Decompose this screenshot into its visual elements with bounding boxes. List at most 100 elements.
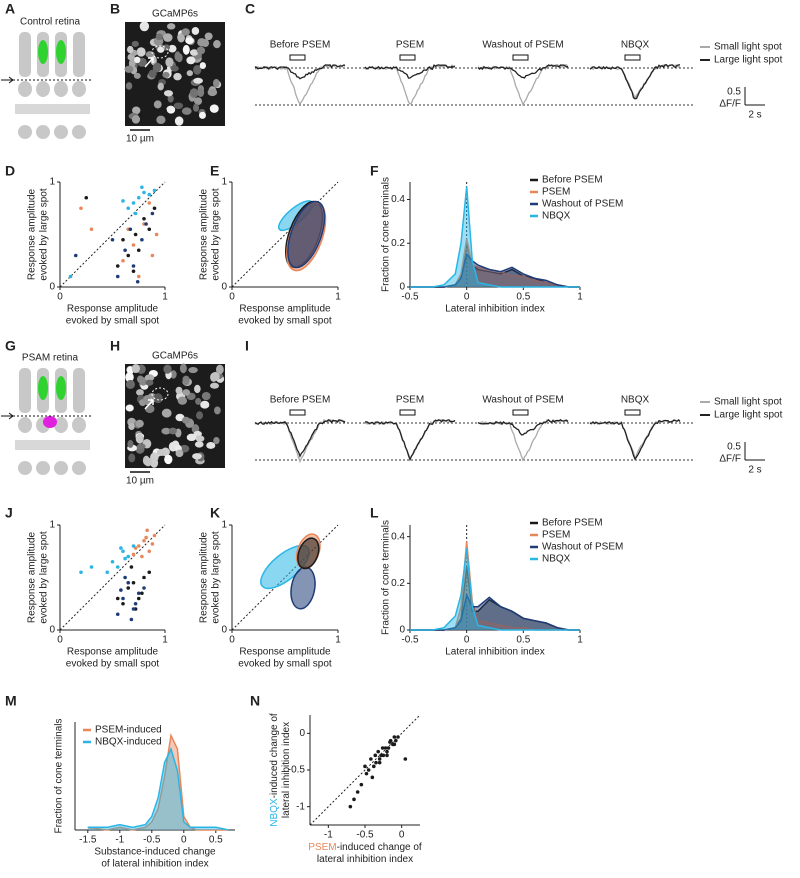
scatter-point (131, 269, 136, 274)
scatter-point (147, 570, 152, 575)
roi-arrow (144, 399, 154, 410)
x-tick-label: 1 (335, 292, 341, 303)
bipolar-cell (36, 125, 50, 139)
cell-blob (209, 104, 219, 113)
cell-blob (161, 427, 171, 435)
cell-blob (126, 45, 134, 54)
light-stimulus (289, 409, 306, 416)
x-tick-label: 1 (335, 635, 341, 646)
cell-blob (132, 106, 141, 115)
x-tick-label: 0 (464, 635, 470, 646)
scatter-point (147, 227, 152, 232)
bipolar-cell (36, 461, 50, 475)
x-tick-label: 0 (181, 835, 187, 846)
scatter-point (115, 596, 120, 601)
trace-large-spot (477, 64, 569, 79)
y-tick-label: -1 (296, 801, 305, 812)
scatter-point (79, 570, 83, 575)
cell-blob (164, 454, 173, 465)
cell-blob (150, 457, 159, 468)
cell-blob (192, 103, 200, 112)
cell-blob (136, 389, 144, 396)
cell-blob (139, 377, 147, 386)
axis-label: Fraction of cone terminals (54, 718, 65, 833)
cell-blob (215, 364, 224, 375)
scatter-point (150, 253, 155, 258)
cell-blob (186, 433, 197, 442)
scatter-point (136, 248, 141, 253)
cell-blob (125, 379, 136, 389)
area-line (410, 186, 580, 288)
scatter-point (121, 258, 125, 263)
cell-blob (170, 370, 177, 379)
cell-blob (200, 400, 210, 409)
scatter-point (126, 586, 131, 590)
x-tick-label: 1 (162, 635, 168, 646)
x-tick-label: 1 (577, 292, 583, 303)
scatter-point (369, 757, 373, 761)
scatter-point (391, 742, 395, 747)
cell-blob (125, 82, 133, 90)
scatter-point (140, 185, 144, 190)
cell-blob (125, 372, 134, 383)
y-tick-label: 1 (49, 520, 55, 531)
scatter-point (121, 596, 125, 601)
cell-blob (213, 40, 221, 49)
cone-cell (73, 32, 85, 77)
cell-blob (131, 363, 140, 374)
scatter-point (115, 274, 120, 279)
axis-label: Response amplitude (239, 304, 331, 315)
cell-blob (173, 72, 182, 81)
x-tick-label: -1 (115, 835, 124, 846)
area-line (87, 746, 229, 831)
cell-blob (174, 51, 181, 62)
panel-letter: A (5, 1, 15, 17)
panel-letter: H (110, 338, 120, 354)
legend-label: PSEM-induced (95, 725, 162, 736)
cell-blob (166, 23, 176, 30)
axis-label: Response amplitude (199, 531, 210, 623)
axis-label: Substance-induced change (94, 847, 216, 858)
scale-x-label: 2 s (748, 465, 761, 476)
x-tick-label: 0.5 (516, 292, 530, 303)
identity-line (309, 714, 421, 826)
scatter-point (150, 211, 155, 216)
panel-letter: E (210, 163, 219, 179)
cell-blob (195, 397, 202, 405)
light-stimulus (624, 54, 641, 61)
scatter-point (388, 740, 392, 744)
cell-blob (152, 62, 162, 73)
arrow (1, 412, 14, 420)
x-tick-label: -0.5 (143, 835, 161, 846)
cell-blob (196, 411, 204, 420)
cell-blob (124, 65, 134, 73)
cell-blob (153, 393, 163, 404)
legend-label: Large light spot (714, 410, 783, 421)
scatter-point (352, 797, 356, 802)
cell-blob (182, 416, 190, 424)
cell-blob (193, 77, 203, 84)
scatter-point (396, 735, 400, 739)
cell-blob (179, 363, 187, 374)
x-tick-label: 0.5 (209, 835, 223, 846)
scatter-point (377, 757, 382, 761)
y-tick-label: 0.2 (391, 578, 405, 589)
trace-large-spot (589, 64, 680, 100)
condition-label: Before PSEM (270, 40, 331, 51)
bipolar-cell (18, 461, 32, 475)
scatter-point (142, 538, 146, 543)
scatter-point (131, 552, 136, 557)
condition-label: Washout of PSEM (482, 40, 563, 51)
x-tick-label: 1 (162, 292, 168, 303)
condition-label: NBQX (621, 395, 650, 406)
axis-label: lateral inhibition index (281, 722, 292, 818)
legend-label: NBQX (542, 554, 571, 565)
condition-label: NBQX (621, 40, 650, 51)
cone-body (18, 417, 32, 433)
cell-blob (134, 56, 141, 64)
panel-letter: B (110, 1, 120, 17)
cell-blob (189, 49, 199, 56)
cell-blob (177, 396, 188, 405)
cell-blob (196, 46, 206, 55)
scatter-point (115, 565, 120, 569)
